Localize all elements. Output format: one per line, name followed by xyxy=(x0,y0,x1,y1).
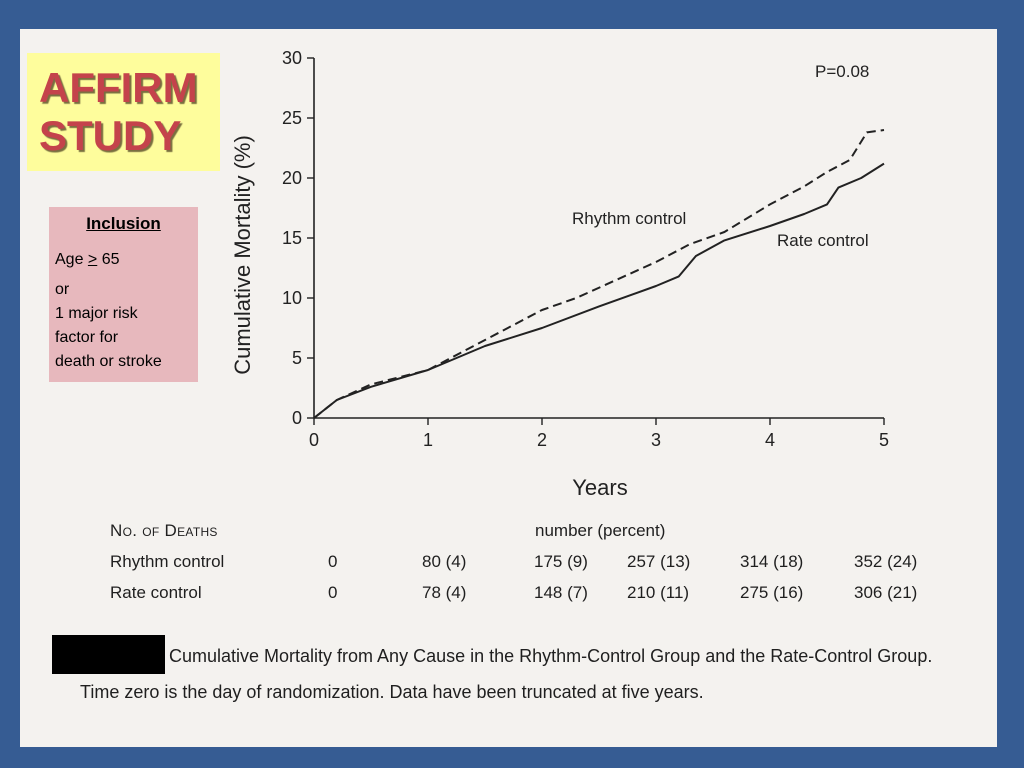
criterion-prefix: Age xyxy=(55,251,88,268)
table-cell: 275 (16) xyxy=(740,583,804,602)
y-tick-label: 15 xyxy=(282,228,302,248)
table-cell: 148 (7) xyxy=(534,583,588,602)
y-tick-label: 5 xyxy=(292,348,302,368)
table-cell: 0 xyxy=(328,552,338,571)
y-tick-label: 10 xyxy=(282,288,302,308)
inclusion-conjunction: or xyxy=(55,281,70,298)
chart-axes: 0 5 10 15 20 25 30 0 1 2 3 4 5 xyxy=(282,48,889,450)
caption-main-line: Cumulative Mortality from Any Cause in t… xyxy=(52,635,970,674)
table-row-rate: Rate control 0 78 (4) 148 (7) 210 (11) 2… xyxy=(110,583,940,614)
table-cell: 257 (13) xyxy=(627,552,691,571)
table-subheading: number (percent) xyxy=(535,521,666,540)
table-cell: 0 xyxy=(328,583,338,602)
series-label-rate: Rate control xyxy=(777,231,869,250)
y-tick-label: 25 xyxy=(282,108,302,128)
chart-series xyxy=(313,129,885,419)
series-line-rhythm-control xyxy=(313,129,885,419)
table-cell: 175 (9) xyxy=(534,552,588,571)
inclusion-alt-line-1: 1 major risk xyxy=(55,305,138,322)
table-cell: 314 (18) xyxy=(740,552,804,571)
row-label: Rate control xyxy=(110,583,202,602)
y-axis-title: Cumulative Mortality (%) xyxy=(230,135,255,375)
x-axis-title: Years xyxy=(572,475,627,500)
table-row-rhythm: Rhythm control 0 80 (4) 175 (9) 257 (13)… xyxy=(110,552,940,583)
title-line-1: AFFIRM xyxy=(39,64,198,111)
title-box: AFFIRM STUDY xyxy=(27,53,220,171)
table-cell: 80 (4) xyxy=(422,552,467,571)
row-label: Rhythm control xyxy=(110,552,225,571)
y-tick-label: 0 xyxy=(292,408,302,428)
table-cell: 306 (21) xyxy=(854,583,918,602)
slide: AFFIRM STUDY Inclusion Age > 65 or 1 maj… xyxy=(20,29,997,747)
x-tick-label: 3 xyxy=(651,430,661,450)
x-tick-label: 1 xyxy=(423,430,433,450)
redacted-figure-label xyxy=(52,635,165,674)
p-value-annotation: P=0.08 xyxy=(815,62,869,81)
inclusion-heading: Inclusion xyxy=(86,214,161,233)
table-cell: 352 (24) xyxy=(854,552,918,571)
deaths-table: No. of Deaths number (percent) Rhythm co… xyxy=(110,521,940,614)
table-cell: 78 (4) xyxy=(422,583,467,602)
mortality-chart: 0 5 10 15 20 25 30 0 1 2 3 4 5 Cumulative Mortality … xyxy=(230,48,889,500)
criterion-value: 65 xyxy=(97,251,120,268)
figure-caption: Cumulative Mortality from Any Cause in t… xyxy=(52,635,970,707)
x-tick-label: 5 xyxy=(879,430,889,450)
caption-note: Time zero is the day of randomization. D… xyxy=(80,682,704,702)
table-header-row: No. of Deaths number (percent) xyxy=(110,521,940,552)
inclusion-alt-line-2: factor for xyxy=(55,329,119,346)
caption-main: Cumulative Mortality from Any Cause in t… xyxy=(169,646,933,666)
table-cell: 210 (11) xyxy=(627,583,690,602)
inclusion-alt-line-3: death or stroke xyxy=(55,353,162,370)
y-tick-label: 20 xyxy=(282,168,302,188)
y-tick-label: 30 xyxy=(282,48,302,68)
x-tick-label: 2 xyxy=(537,430,547,450)
inclusion-box: Inclusion Age > 65 or 1 major risk facto… xyxy=(49,207,198,382)
criterion-operator: > xyxy=(87,251,98,268)
series-line-rate-control xyxy=(313,162,885,419)
series-label-rhythm: Rhythm control xyxy=(572,209,686,228)
table-heading: No. of Deaths xyxy=(110,521,218,540)
x-tick-label: 0 xyxy=(309,430,319,450)
inclusion-criterion-age: Age > 65 xyxy=(55,248,192,272)
title-line-2: STUDY xyxy=(39,112,182,159)
x-tick-label: 4 xyxy=(765,430,775,450)
